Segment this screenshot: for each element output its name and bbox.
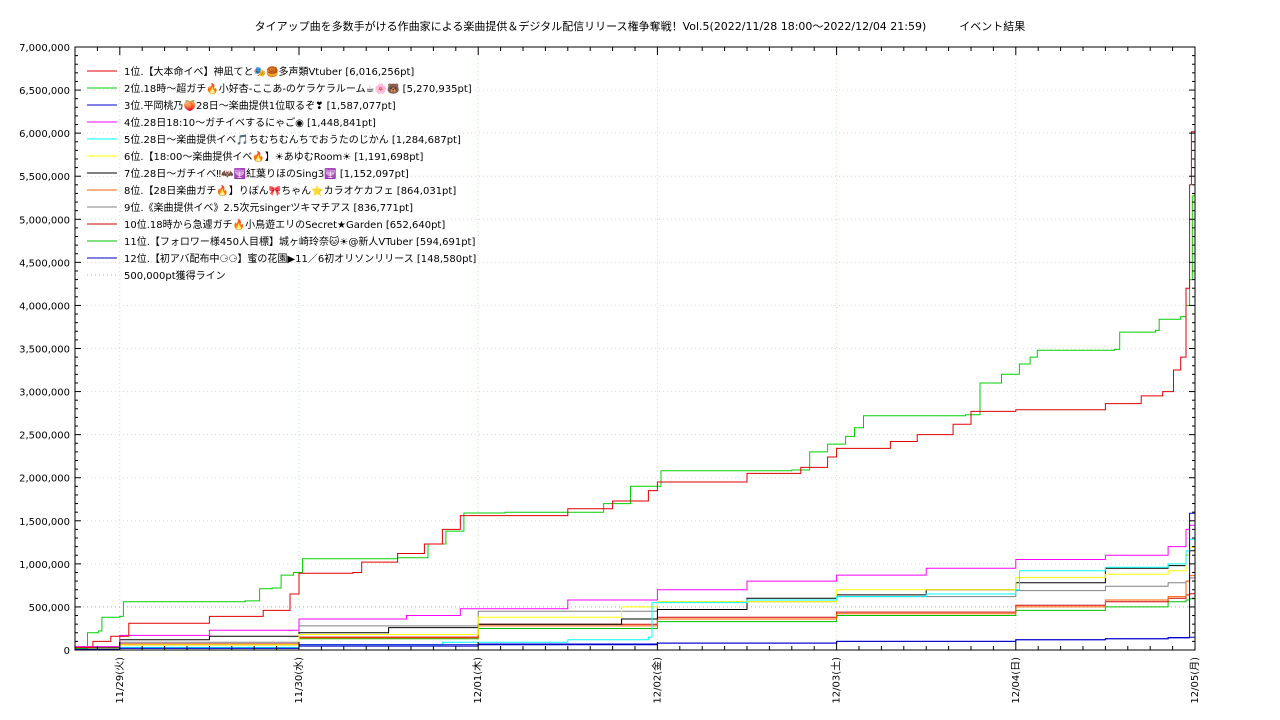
legend-label: 500,000pt獲得ライン xyxy=(124,269,226,282)
y-tick-label: 6,000,000 xyxy=(19,129,70,140)
legend-label: 9位.《楽曲提供イベ》2.5次元singerツキマチアス [836,771pt] xyxy=(124,201,413,214)
y-tick-label: 1,000,000 xyxy=(19,560,70,571)
y-tick-label: 2,500,000 xyxy=(19,431,70,442)
y-tick-label: 500,000 xyxy=(29,603,70,614)
series-line-7 xyxy=(75,550,1195,648)
x-tick-label: 12/05(月) xyxy=(1189,657,1201,704)
legend-label: 8位.【28日楽曲ガチ🔥】りぼん🎀ちゃん⭐カラオケカフェ [864,031pt] xyxy=(124,184,456,197)
x-tick-label: 12/04(日) xyxy=(1011,657,1022,704)
legend-label: 3位.平岡桃乃🍑28日～楽曲提供1位取るぞ❣ [1,587,077pt] xyxy=(124,99,396,112)
y-tick-label: 2,000,000 xyxy=(19,474,70,485)
x-tick-label: 12/03(土) xyxy=(830,657,843,704)
legend-label: 1位.【大本命イベ】神凪てと🎭🥮多声類Vtuber [6,016,256pt] xyxy=(124,65,414,78)
legend-label: 4位.28日18:10～ガチイベするにゃご◉ [1,448,841pt] xyxy=(124,116,376,129)
legend: 1位.【大本命イベ】神凪てと🎭🥮多声類Vtuber [6,016,256pt] 2… xyxy=(87,65,476,282)
legend-label: 2位.18時～超ガチ🔥小好杏-ここあ-のケラケラルーム☕🌸🐻 [5,270,93… xyxy=(124,82,472,95)
x-tick-label: 11/29(火) xyxy=(114,657,126,704)
legend-label: 12位.【初アバ配布中⚆⚆】蜜の花園▶11／6初オリソンリリース [148,58… xyxy=(124,252,476,265)
legend-label: 10位.18時から急遽ガチ🔥小鳥遊エリのSecret★Garden [652,6… xyxy=(124,218,445,231)
series-line-9 xyxy=(75,577,1195,648)
y-tick-label: 5,500,000 xyxy=(19,172,70,183)
y-tick-label: 3,500,000 xyxy=(19,345,70,356)
x-tick-label: 12/02(金) xyxy=(650,657,663,704)
y-tick-label: 5,000,000 xyxy=(19,215,70,226)
series-line-6 xyxy=(75,546,1195,649)
series-lines xyxy=(75,131,1195,651)
series-line-11 xyxy=(75,598,1195,649)
axis-ticks: 0 500,000 1,000,000 1,500,000 2,000,000 2,500… xyxy=(19,43,1201,704)
legend-label: 7位.28日～ガチイベ‼🦇🕎紅葉りほのSing3🕎 [1,152,097pt] xyxy=(124,167,409,180)
y-tick-label: 4,500,000 xyxy=(19,258,70,269)
chart-title: タイアップ曲を多数手がける作曲家による楽曲提供＆デジタル配信リリース権争奪戦！V… xyxy=(254,20,1026,33)
series-line-4 xyxy=(75,524,1195,648)
legend-label: 11位.【フォロワー様450人目標】城ヶ崎玲奈🐱☀@新人VTuber [594,… xyxy=(124,235,475,248)
legend-label: 6位.【18:00～楽曲提供イベ🔥】☀あゆむRoom☀ [1,191,698pt… xyxy=(124,150,423,163)
y-tick-label: 6,500,000 xyxy=(19,86,70,97)
y-tick-label: 1,500,000 xyxy=(19,517,70,528)
y-tick-label: 3,000,000 xyxy=(19,388,70,399)
y-tick-label: 0 xyxy=(64,646,70,657)
x-tick-label: 11/30(水) xyxy=(293,657,305,704)
series-line-5 xyxy=(75,538,1195,650)
series-line-1 xyxy=(75,131,1195,648)
legend-label: 5位.28日～楽曲提供イベ🎵ちむちむんちでおうたのじかん [1,284,687p… xyxy=(124,133,461,146)
y-tick-label: 4,000,000 xyxy=(19,301,70,312)
x-tick-label: 12/01(木) xyxy=(472,657,484,704)
series-line-8 xyxy=(75,575,1195,649)
y-tick-label: 7,000,000 xyxy=(19,43,70,54)
series-line-2 xyxy=(75,195,1195,649)
